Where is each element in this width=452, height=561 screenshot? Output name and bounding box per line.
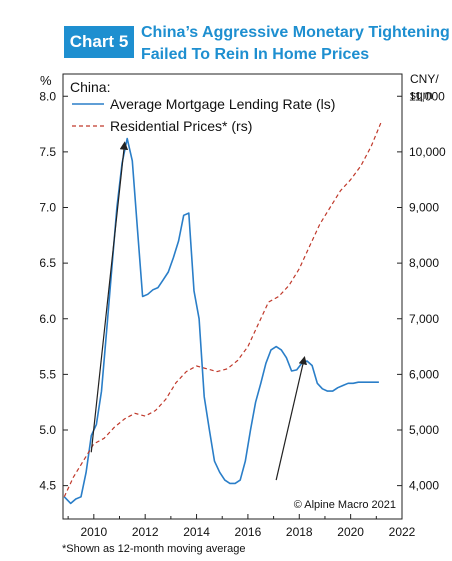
x-tick-label: 2010 — [80, 525, 107, 539]
trend-arrow — [275, 356, 307, 481]
x-tick-label: 2022 — [389, 525, 416, 539]
axes: 2010 2012 2014 2016 2018 2020 2022 4.5 5.0 5.5 6.0… — [39, 89, 446, 539]
chart-title-line-2: Failed To Rein In Home Prices — [141, 46, 370, 63]
y-left-tick-label: 6.0 — [39, 312, 56, 326]
plot-frame — [62, 73, 403, 520]
y-left-tick-label: 6.5 — [39, 256, 56, 270]
y-left-tick-label: 7.0 — [39, 201, 56, 215]
series-line-mortgage-rate — [63, 137, 379, 505]
chart-title-line-1: China’s Aggressive Monetary Tightening — [141, 24, 450, 41]
y-right-unit-label-2: sqm — [410, 88, 433, 102]
y-right-tick-label: 11,000 — [409, 89, 445, 103]
y-left-tick-label: 5.5 — [39, 367, 56, 381]
y-left-tick-label: 4.5 — [39, 479, 56, 493]
y-left-tick-label: 5.0 — [39, 423, 56, 437]
chart-title: China’s Aggressive Monetary Tightening F… — [141, 22, 450, 66]
chart-number-badge: Chart 5 — [64, 26, 134, 58]
legend-label-prices: Residential Prices* (rs) — [110, 118, 252, 134]
y-right-tick-label: 9,000 — [409, 201, 439, 215]
x-tick-label: 2020 — [337, 525, 364, 539]
series-line-residential-prices — [63, 121, 383, 498]
y-left-tick-label: 7.5 — [39, 145, 56, 159]
panel-label: China: — [70, 79, 110, 95]
arrow-annotations — [90, 141, 307, 481]
x-tick-label: 2014 — [183, 525, 210, 539]
legend-label-mortgage: Average Mortgage Lending Rate (ls) — [110, 96, 335, 112]
footnote: *Shown as 12-month moving average — [62, 543, 246, 555]
y-right-tick-label: 6,000 — [409, 367, 439, 381]
y-left-tick-label: 8.0 — [39, 89, 56, 103]
y-right-unit-label-1: CNY/ — [410, 72, 439, 86]
y-right-tick-label: 4,000 — [409, 479, 439, 493]
y-right-tick-label: 10,000 — [409, 145, 446, 159]
y-right-tick-label: 7,000 — [409, 312, 439, 326]
x-tick-label: 2018 — [286, 525, 313, 539]
x-tick-label: 2016 — [235, 525, 262, 539]
y-left-unit-label: % — [40, 73, 52, 88]
trend-arrow — [90, 141, 129, 453]
y-right-tick-label: 5,000 — [409, 423, 439, 437]
x-tick-label: 2012 — [132, 525, 159, 539]
chart-header: Chart 5 China’s Aggressive Monetary Tigh… — [0, 0, 452, 72]
series-group — [63, 121, 383, 505]
y-right-tick-label: 8,000 — [409, 256, 439, 270]
copyright-annotation: © Alpine Macro 2021 — [294, 499, 396, 511]
